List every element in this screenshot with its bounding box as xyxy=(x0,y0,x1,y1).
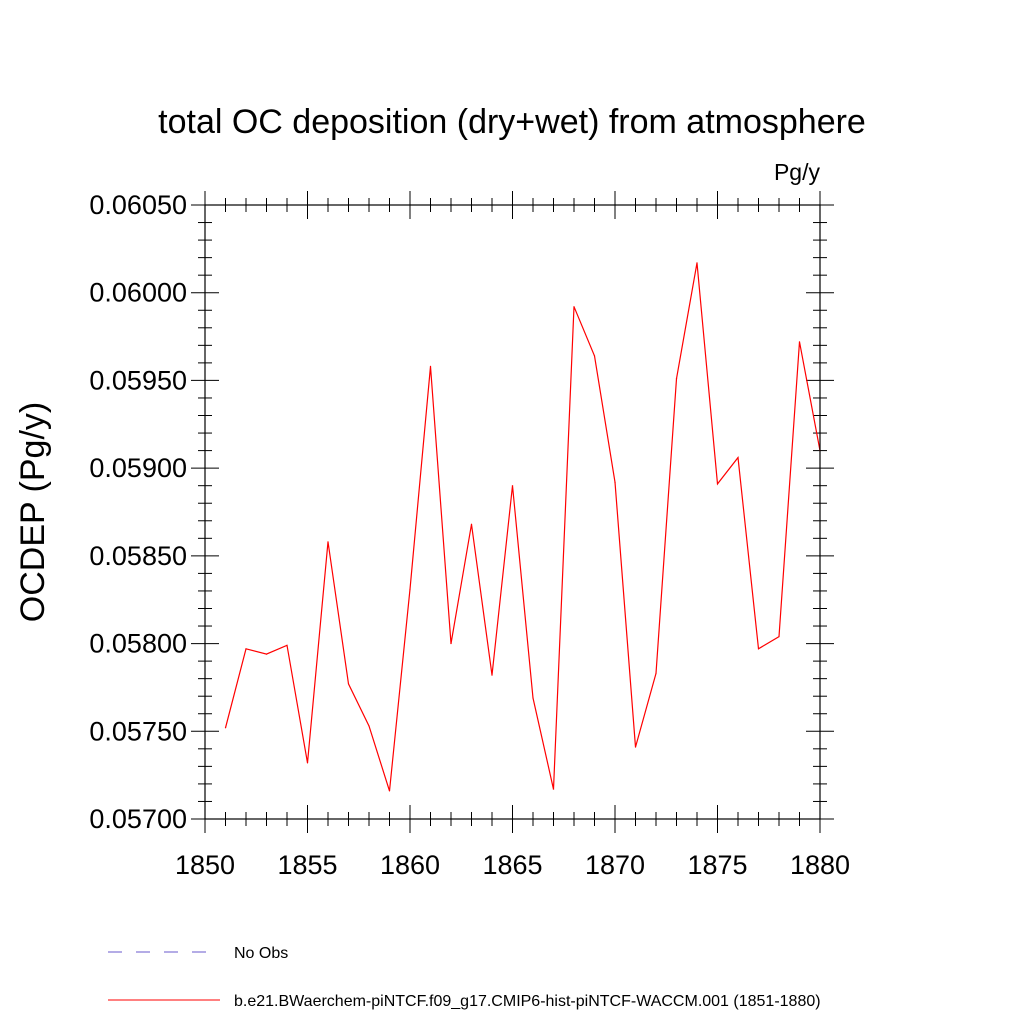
data-point xyxy=(245,648,247,650)
legend-label: No Obs xyxy=(234,945,288,962)
y-tick-label: 0.05700 xyxy=(89,804,187,834)
y-tick-label: 0.06000 xyxy=(89,278,187,308)
x-tick-label: 1870 xyxy=(585,850,645,880)
data-point xyxy=(327,541,329,543)
data-point xyxy=(737,457,739,459)
x-tick-label: 1855 xyxy=(277,850,337,880)
data-point xyxy=(532,697,534,699)
chart-title: total OC deposition (dry+wet) from atmos… xyxy=(158,103,866,141)
axis-ticks xyxy=(191,191,834,833)
data-series xyxy=(224,262,821,792)
data-point xyxy=(368,725,370,727)
y-tick-label: 0.05900 xyxy=(89,453,187,483)
data-point xyxy=(450,642,452,645)
data-point xyxy=(757,648,760,650)
data-point xyxy=(778,635,780,638)
data-point xyxy=(286,644,288,646)
data-point xyxy=(224,727,227,729)
legend: No Obs b.e21.BWaerchem-piNTCF.f09_g17.CMI… xyxy=(108,945,821,1010)
data-point xyxy=(593,355,596,357)
data-point xyxy=(675,378,678,380)
data-point xyxy=(634,746,637,748)
x-tick-label: 1880 xyxy=(790,850,850,880)
plot-frame xyxy=(204,204,821,820)
data-point xyxy=(614,481,616,483)
data-point xyxy=(491,674,493,676)
y-tick-label: 0.05750 xyxy=(89,716,187,746)
x-tick-label: 1875 xyxy=(687,850,747,880)
x-tick-label: 1865 xyxy=(482,850,542,880)
data-point xyxy=(716,483,719,485)
data-point xyxy=(409,588,411,590)
data-point xyxy=(655,672,657,674)
data-point xyxy=(511,485,514,487)
data-point xyxy=(265,653,268,655)
x-tick-labels: 1850 1855 1860 1865 1870 1875 1880 xyxy=(175,850,850,880)
y-tick-label: 0.05950 xyxy=(89,365,187,395)
y-tick-label: 0.06050 xyxy=(89,190,187,220)
x-tick-label: 1860 xyxy=(380,850,440,880)
y-tick-label: 0.05800 xyxy=(89,629,187,659)
y-axis-label: OCDEP (Pg/y) xyxy=(14,402,52,622)
x-tick-label: 1850 xyxy=(175,850,235,880)
data-point xyxy=(388,790,391,792)
data-point xyxy=(470,523,473,525)
data-point xyxy=(573,306,575,308)
y-tick-label: 0.05850 xyxy=(89,541,187,571)
data-point xyxy=(798,341,801,343)
data-point xyxy=(552,788,555,790)
y-tick-labels: 0.05700 0.05750 0.05800 0.05850 0.05900 0.059… xyxy=(89,190,187,834)
series-line xyxy=(224,262,821,792)
data-point xyxy=(306,762,309,764)
data-point xyxy=(347,683,350,685)
data-points xyxy=(224,262,821,792)
legend-label: b.e21.BWaerchem-piNTCF.f09_g17.CMIP6-his… xyxy=(234,993,821,1010)
data-point xyxy=(696,262,698,264)
data-point xyxy=(429,365,432,367)
units-label: Pg/y xyxy=(774,159,821,185)
